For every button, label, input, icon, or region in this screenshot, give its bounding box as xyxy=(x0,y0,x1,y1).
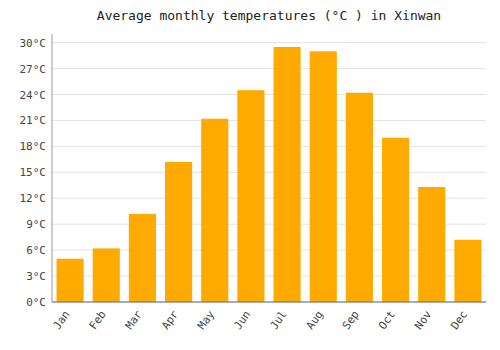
x-tick-label: Oct xyxy=(376,308,398,332)
bar xyxy=(201,119,228,302)
bar xyxy=(418,187,445,302)
y-tick-label: 3°C xyxy=(26,270,46,283)
grid-line xyxy=(52,68,486,69)
x-tick-label: Apr xyxy=(159,308,181,332)
x-tick-label: Jul xyxy=(267,308,289,332)
y-axis-line xyxy=(52,34,53,302)
bar xyxy=(129,214,156,302)
grid-line xyxy=(52,146,486,147)
grid xyxy=(52,43,486,302)
bar xyxy=(310,51,337,302)
x-tick-label: Nov xyxy=(412,308,434,332)
x-tick-label: Jun xyxy=(231,308,253,332)
x-tick-label: Aug xyxy=(304,308,326,332)
bars xyxy=(57,47,482,302)
x-tick-label: Sep xyxy=(340,308,362,332)
grid-line xyxy=(52,94,486,95)
x-tick-label: May xyxy=(195,308,217,332)
x-tick-label: Mar xyxy=(123,308,145,332)
y-tick-label: 6°C xyxy=(26,244,46,257)
title: Average monthly temperatures (°C ) in Xi… xyxy=(97,8,441,23)
x-tick-label: Jan xyxy=(50,308,72,332)
y-tick-label: 18°C xyxy=(20,140,47,153)
bar xyxy=(346,93,373,302)
grid-line xyxy=(52,120,486,121)
bar xyxy=(165,162,192,302)
y-tick-label: 12°C xyxy=(20,192,47,205)
y-tick-label: 30°C xyxy=(20,37,47,50)
grid-line xyxy=(52,172,486,173)
grid-line xyxy=(52,302,486,303)
bar xyxy=(382,138,409,302)
y-tick-label: 0°C xyxy=(26,296,46,309)
y-tick-label: 21°C xyxy=(20,114,47,127)
bar xyxy=(93,248,120,302)
bar xyxy=(57,259,84,302)
y-tick-label: 24°C xyxy=(20,89,47,102)
bar xyxy=(454,240,481,302)
chart: Average monthly temperatures (°C ) in Xi… xyxy=(0,0,500,350)
bar xyxy=(237,90,264,302)
bar xyxy=(274,47,301,302)
y-tick-label: 27°C xyxy=(20,63,47,76)
x-axis-line xyxy=(52,302,486,303)
y-tick-label: 9°C xyxy=(26,218,46,231)
grid-line xyxy=(52,42,486,43)
x-tick-label: Feb xyxy=(87,308,109,332)
x-tick-label: Dec xyxy=(448,308,470,332)
chart-container: Average monthly temperatures (°C ) in Xi… xyxy=(0,0,500,350)
y-tick-label: 15°C xyxy=(20,166,47,179)
